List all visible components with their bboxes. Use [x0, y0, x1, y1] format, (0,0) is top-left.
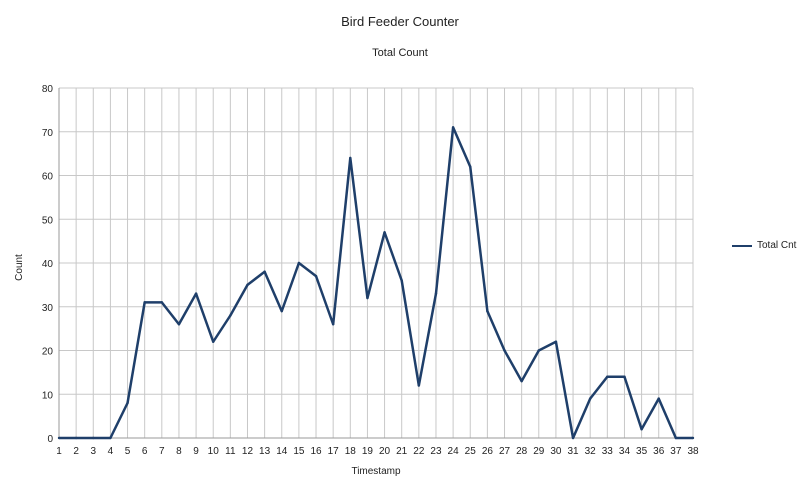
data-point [143, 301, 146, 304]
data-point [383, 231, 386, 234]
y-tick-label: 10 [42, 390, 54, 401]
data-point [640, 428, 643, 431]
data-point [92, 436, 95, 440]
x-tick-label: 24 [448, 446, 460, 457]
x-tick-label: 27 [499, 446, 511, 457]
data-point [366, 296, 369, 300]
x-tick-label: 2 [73, 446, 79, 457]
chart-title: Bird Feeder Counter [341, 14, 459, 29]
data-point [520, 379, 523, 383]
x-tick-label: 20 [379, 446, 391, 457]
x-tick-label: 26 [482, 446, 494, 457]
data-point [331, 323, 335, 326]
data-point [297, 261, 301, 265]
y-axis-label: Count [13, 254, 25, 281]
data-point [229, 314, 232, 317]
x-tick-label: 8 [176, 446, 182, 457]
x-tick-label: 22 [413, 446, 425, 457]
data-point [451, 126, 455, 129]
data-point [417, 384, 421, 387]
y-tick-label: 0 [47, 434, 53, 445]
x-tick-label: 15 [293, 446, 305, 457]
data-point [280, 309, 283, 313]
data-point [691, 436, 695, 440]
x-tick-label: 37 [670, 446, 682, 457]
series-lines [57, 126, 695, 440]
data-point [571, 436, 575, 440]
x-tick-label: 9 [193, 446, 199, 457]
x-tick-label: 30 [550, 446, 562, 457]
data-point [160, 301, 164, 304]
data-point [657, 397, 660, 400]
x-tick-label: 11 [225, 446, 236, 457]
axes [58, 88, 693, 439]
y-tick-label: 80 [42, 84, 54, 95]
x-tick-label: 34 [619, 446, 631, 457]
data-point [503, 349, 506, 352]
series-line [59, 126, 693, 440]
data-point [606, 375, 609, 378]
data-point [674, 436, 678, 440]
x-tick-label: 14 [276, 446, 288, 457]
data-point [623, 375, 626, 378]
x-tick-label: 13 [259, 446, 271, 457]
x-tick-label: 21 [396, 446, 408, 457]
x-tick-label: 5 [125, 446, 131, 457]
data-point [109, 436, 112, 440]
y-tick-label: 70 [42, 128, 54, 139]
data-point [194, 292, 198, 295]
x-tick-label: 31 [567, 446, 579, 457]
data-point [486, 309, 489, 313]
chart-subtitle: Total Count [372, 47, 428, 59]
data-point [212, 340, 215, 343]
x-tick-label: 17 [328, 446, 340, 457]
data-point [349, 156, 352, 160]
x-tick-labels: 1 2 3 4 5 6 7 8 9 10 11 12 13 14 15 16 17 18 19 20 21 22 23 24 2… [56, 446, 699, 457]
x-tick-label: 4 [108, 446, 114, 457]
data-point [400, 279, 403, 282]
x-tick-label: 16 [310, 446, 322, 457]
y-tick-label: 40 [42, 259, 54, 270]
y-tick-label: 60 [42, 172, 54, 183]
x-tick-label: 7 [159, 446, 165, 457]
x-tick-label: 3 [90, 446, 96, 457]
x-tick-label: 6 [142, 446, 148, 457]
y-tick-labels: 0 10 20 30 40 50 60 70 80 [42, 84, 54, 445]
data-point [126, 401, 129, 405]
data-point [57, 436, 61, 440]
x-tick-label: 12 [242, 446, 254, 457]
x-tick-label: 29 [533, 446, 545, 457]
data-point [263, 270, 266, 273]
data-point [177, 323, 181, 326]
data-point [314, 274, 318, 278]
x-tick-label: 23 [430, 446, 442, 457]
y-tick-label: 20 [42, 347, 54, 358]
legend-swatch [732, 244, 752, 247]
x-tick-label: 1 [56, 446, 62, 457]
y-tick-label: 30 [42, 303, 54, 314]
x-tick-label: 33 [602, 446, 614, 457]
data-point [537, 349, 540, 352]
legend-label: Total Cnt [757, 240, 797, 251]
data-point [74, 436, 78, 440]
x-tick-label: 38 [687, 446, 699, 457]
data-point [434, 292, 438, 295]
x-tick-label: 10 [208, 446, 220, 457]
x-axis-label: Timestamp [351, 466, 401, 477]
x-tick-label: 36 [653, 446, 665, 457]
data-point [588, 397, 592, 400]
data-point [246, 283, 249, 287]
data-point [469, 165, 472, 168]
data-point [554, 340, 558, 343]
legend: Total Cnt [732, 240, 796, 251]
x-tick-label: 35 [636, 446, 648, 457]
y-tick-label: 50 [42, 215, 54, 226]
x-tick-label: 25 [465, 446, 477, 457]
x-tick-label: 28 [516, 446, 528, 457]
x-tick-label: 18 [345, 446, 357, 457]
x-tick-label: 19 [362, 446, 374, 457]
x-tick-label: 32 [585, 446, 597, 457]
